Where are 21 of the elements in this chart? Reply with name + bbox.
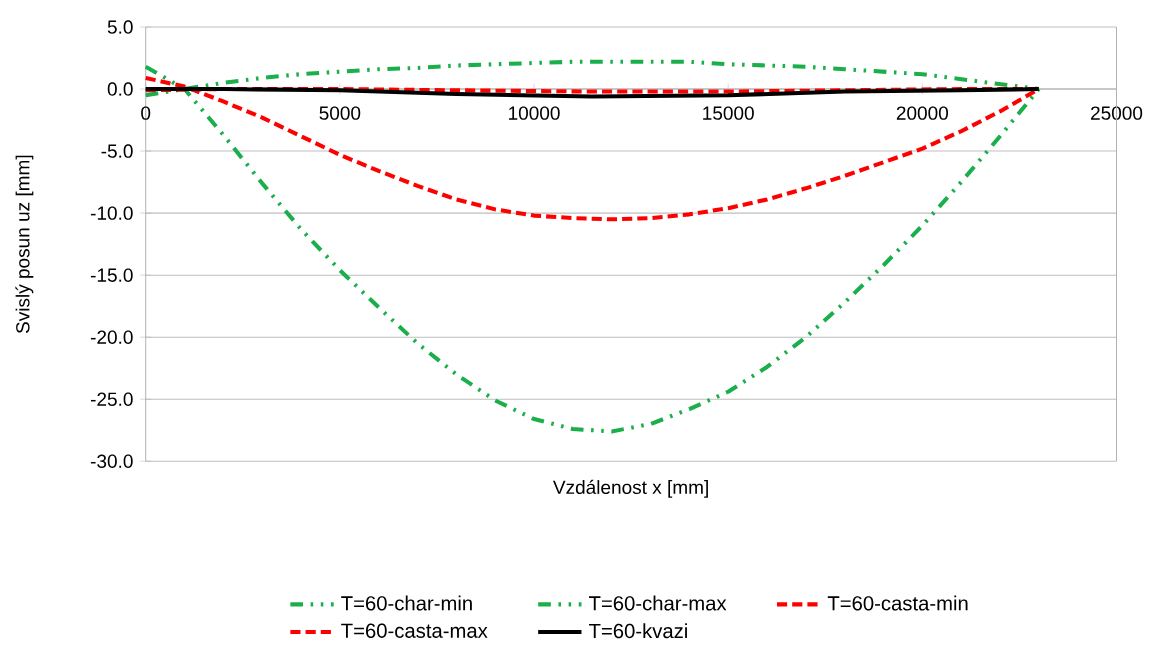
x-tick-label: 0 — [141, 106, 151, 120]
y-tick-label: -20.0 — [90, 330, 133, 344]
x-tick-label: 10000 — [509, 106, 560, 120]
legend-label: T=60-char-max — [588, 595, 727, 611]
y-tick-label: -10.0 — [90, 206, 133, 220]
y-axis-title: Svislý posun uz [mm] — [15, 155, 34, 334]
legend-label: T=60-kvazi — [588, 623, 687, 639]
legend-label: T=60-casta-min — [827, 595, 968, 611]
legend-label: T=60-casta-max — [341, 623, 488, 638]
legend-label: T=60-char-min — [341, 595, 472, 611]
y-tick-label: 0.0 — [107, 82, 133, 96]
x-tick-label: 5000 — [319, 106, 361, 120]
y-tick-label: -30.0 — [90, 454, 133, 468]
y-tick-label: -25.0 — [90, 392, 133, 406]
y-tick-label: -15.0 — [90, 268, 133, 282]
x-tick-label: 25000 — [1091, 106, 1143, 120]
x-tick-label: 15000 — [703, 106, 754, 120]
x-tick-label: 20000 — [896, 106, 949, 120]
y-tick-label: -5.0 — [101, 144, 133, 158]
x-axis-title: Vzdálenost x [mm] — [552, 479, 708, 498]
y-tick-label: 5.0 — [107, 20, 133, 34]
